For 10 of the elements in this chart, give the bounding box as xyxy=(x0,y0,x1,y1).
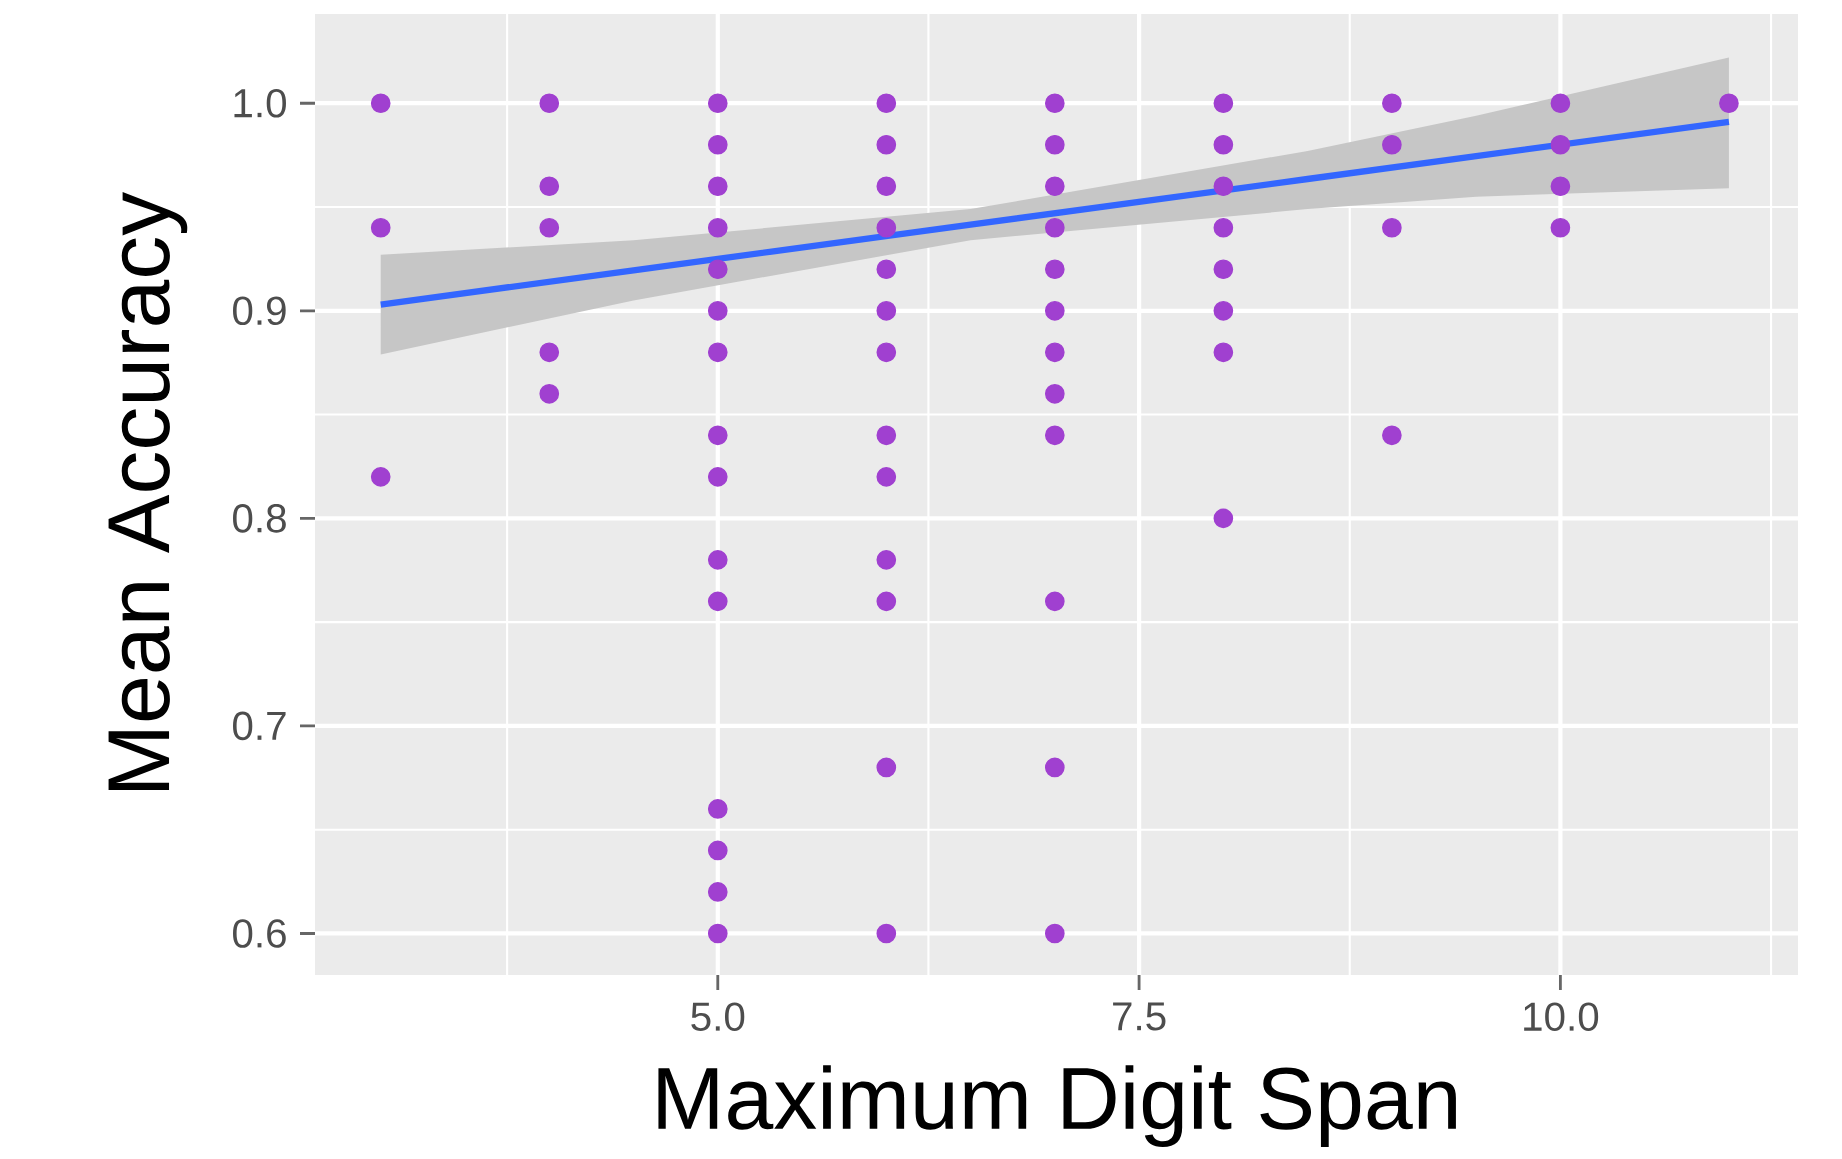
y-tick-label: 0.9 xyxy=(233,296,286,326)
y-axis-title: Mean Accuracy xyxy=(108,192,188,791)
y-tick-label: 0.6 xyxy=(233,919,286,948)
y-tick-label: 1.0 xyxy=(234,89,286,118)
x-tick-label: 5.0 xyxy=(691,1002,745,1032)
x-tick-label: 10.0 xyxy=(1524,1002,1599,1032)
y-tick-label: 0.7 xyxy=(233,711,286,741)
x-tick-label: 7.5 xyxy=(1113,1002,1166,1031)
y-tick-label: 0.8 xyxy=(233,504,286,533)
x-axis-title: Maximum Digit Span xyxy=(658,1065,1456,1148)
